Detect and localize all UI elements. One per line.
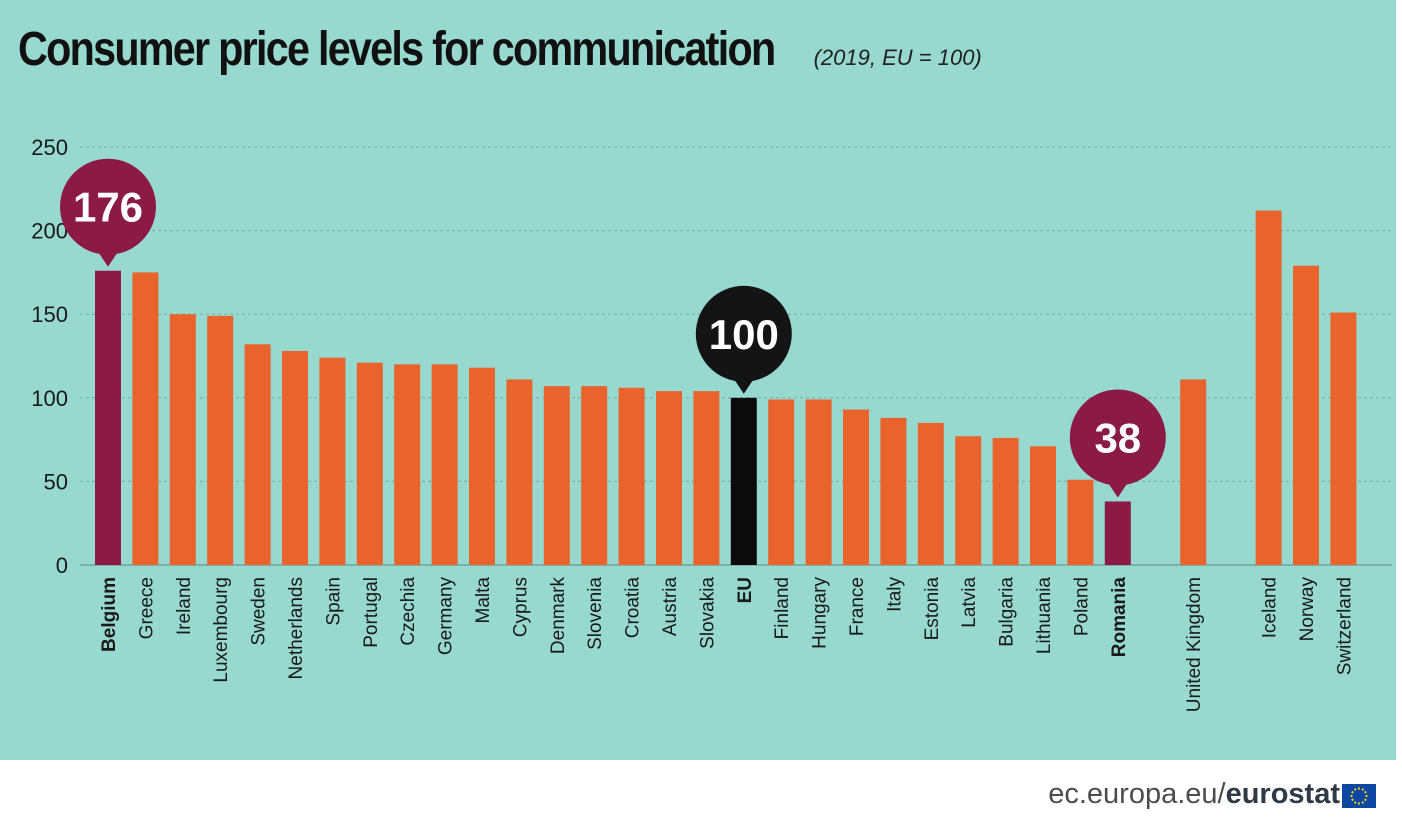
flag-star: [1351, 798, 1354, 801]
category-label: Italy: [884, 577, 905, 612]
category-label: Estonia: [922, 577, 943, 641]
category-label: Denmark: [548, 577, 569, 655]
y-tick-label: 0: [56, 553, 68, 578]
bar-denmark: [543, 386, 570, 565]
y-tick-label: 200: [31, 219, 68, 244]
bar-poland: [1067, 479, 1094, 565]
bar-spain: [319, 357, 346, 565]
callout-bubble: [60, 158, 156, 255]
category-label: Netherlands: [286, 577, 307, 679]
bar-finland: [768, 399, 795, 565]
category-label: Belgium: [99, 577, 120, 652]
bar-netherlands: [282, 350, 308, 565]
callout-bubble: [1069, 389, 1166, 486]
bar-ireland: [169, 314, 196, 565]
category-label: EU: [735, 577, 756, 603]
flag-star: [1361, 788, 1364, 791]
bar-france: [843, 409, 869, 565]
bar-slovakia: [693, 391, 720, 565]
title-block: Consumer price levels for communication …: [18, 22, 982, 92]
bar-eu: [730, 397, 757, 565]
category-label: Switzerland: [1334, 577, 1355, 675]
bar-estonia: [917, 422, 944, 565]
bar-sweden: [244, 344, 271, 565]
footer-url: ec.europa.eu/: [1048, 778, 1226, 810]
category-label: Finland: [772, 577, 793, 639]
bar-czechia: [394, 364, 421, 565]
category-label: Romania: [1109, 577, 1130, 658]
category-label: Norway: [1297, 577, 1318, 642]
category-label: Sweden: [249, 577, 270, 646]
bar-austria: [656, 391, 682, 565]
category-label: Poland: [1071, 577, 1092, 636]
y-tick-label: 50: [44, 469, 68, 494]
bar-switzerland: [1330, 312, 1357, 565]
footer-source: ec.europa.eu/eurostat: [1048, 778, 1340, 814]
callout-bubble: [695, 285, 792, 382]
y-tick-label: 100: [31, 386, 68, 411]
bar-slovenia: [581, 386, 608, 565]
category-label: France: [847, 577, 868, 636]
category-label: Ireland: [174, 577, 195, 635]
bar-iceland: [1255, 210, 1282, 565]
flag-star: [1361, 801, 1364, 804]
y-tick-label: 250: [31, 135, 68, 160]
category-label: Luxembourg: [211, 577, 232, 683]
category-label: Austria: [660, 577, 681, 637]
callout-value: 100: [709, 311, 779, 358]
category-label: Spain: [323, 577, 344, 626]
bar-croatia: [618, 387, 645, 565]
bar-luxembourg: [207, 315, 234, 565]
bar-chart: 0 50 100 150 200 250 Belgium Greece Ireland Luxem…: [31, 135, 1392, 712]
eu-flag-icon: [1342, 784, 1376, 808]
flag-star: [1364, 791, 1367, 794]
bar-hungary: [805, 399, 832, 565]
category-label: Lithuania: [1034, 577, 1055, 655]
bar-malta: [469, 367, 495, 565]
footer-brand: eurostat: [1225, 778, 1340, 810]
category-label: Malta: [473, 577, 494, 624]
flag-star: [1354, 801, 1357, 804]
category-label: Iceland: [1260, 577, 1281, 638]
chart-subtitle: (2019, EU = 100): [813, 45, 982, 70]
category-label: Germany: [436, 577, 457, 656]
bar-portugal: [356, 362, 383, 565]
category-label: Slovakia: [697, 577, 718, 649]
y-tick-label: 150: [31, 302, 68, 327]
chart-title: Consumer price levels for communication: [18, 23, 776, 76]
category-label: Czechia: [398, 577, 419, 646]
category-label: Croatia: [623, 577, 644, 639]
category-label: Portugal: [361, 577, 382, 648]
category-label: Cyprus: [510, 577, 531, 637]
callout-value: 176: [73, 184, 143, 231]
category-label: United Kingdom: [1184, 577, 1205, 712]
bar-norway: [1293, 265, 1319, 565]
category-label: Greece: [136, 577, 157, 639]
bar-united-kingdom: [1180, 379, 1207, 565]
bar-romania: [1104, 501, 1131, 565]
flag-star: [1365, 794, 1368, 798]
category-label: Latvia: [959, 577, 980, 628]
bar-latvia: [955, 436, 982, 565]
bar-italy: [880, 417, 907, 565]
bar-germany: [431, 364, 458, 565]
bar-cyprus: [506, 379, 533, 565]
category-label: Bulgaria: [997, 577, 1018, 647]
bar-bulgaria: [992, 437, 1019, 565]
flag-star: [1350, 794, 1353, 798]
category-label: Slovenia: [585, 577, 606, 650]
bar-lithuania: [1030, 446, 1056, 565]
flag-star: [1357, 802, 1361, 805]
flag-star: [1364, 798, 1367, 801]
bar-greece: [132, 272, 159, 565]
flag-star: [1354, 788, 1357, 791]
callout-value: 38: [1094, 414, 1141, 461]
flag-star: [1351, 791, 1354, 794]
category-label: Hungary: [810, 577, 831, 649]
bar-belgium: [95, 270, 121, 565]
flag-star: [1357, 787, 1361, 790]
